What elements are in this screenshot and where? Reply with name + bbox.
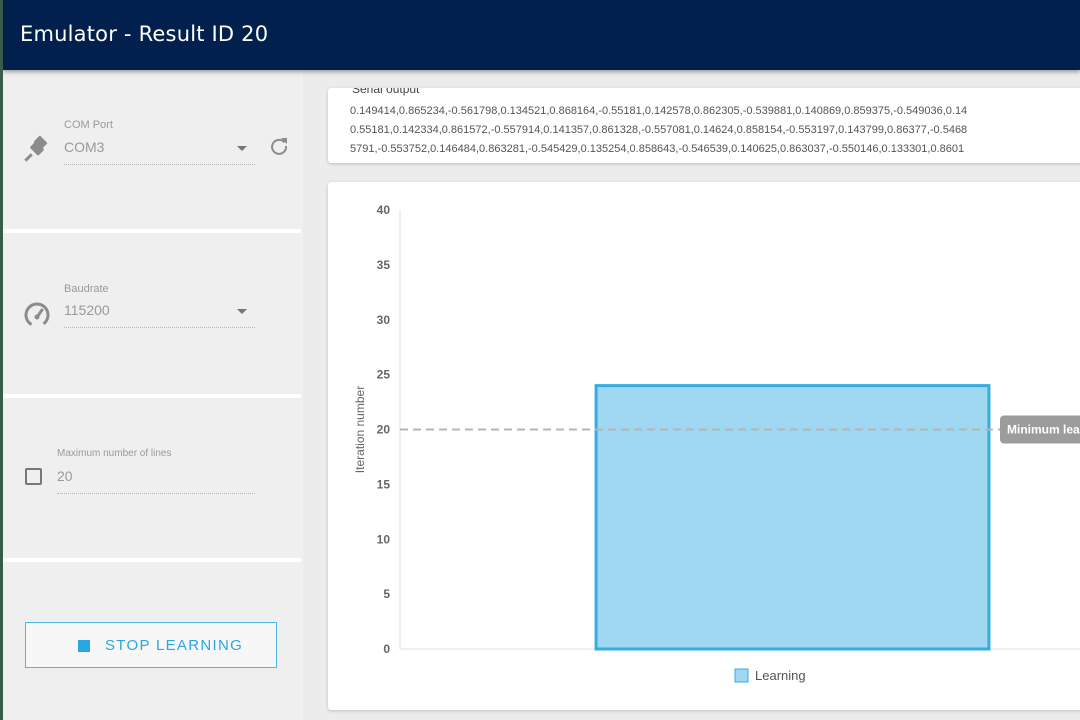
baudrate-label: Baudrate xyxy=(64,283,109,295)
reference-line-badge xyxy=(1000,415,1080,444)
com-port-underline xyxy=(64,164,255,165)
max-lines-checkbox[interactable] xyxy=(25,468,42,485)
window-title: Emulator - Result ID 20 xyxy=(20,22,269,46)
com-port-label: COM Port xyxy=(64,119,113,131)
baudrate-chevron-down-icon[interactable] xyxy=(237,309,247,314)
max-lines-input[interactable]: 20 xyxy=(57,468,73,484)
y-tick-label: 10 xyxy=(377,532,391,546)
y-tick-label: 20 xyxy=(377,423,391,437)
com-port-chevron-down-icon[interactable] xyxy=(237,146,247,151)
legend-swatch-learning xyxy=(734,668,749,683)
serial-output-label: Serial output xyxy=(350,88,422,96)
speedometer-icon xyxy=(24,302,50,328)
y-tick-label: 25 xyxy=(377,368,391,382)
usb-plug-icon xyxy=(24,135,48,162)
bar-learning xyxy=(594,384,991,651)
action-panel: STOP LEARNING xyxy=(3,562,301,720)
legend-label-learning: Learning xyxy=(755,668,806,683)
com-port-select[interactable]: COM3 xyxy=(64,139,105,155)
settings-sidebar: COM Port COM3 Baudrate 115200 Maximu xyxy=(3,70,303,720)
serial-output-line-1: 0.149414,0.865234,-0.561798,0.134521,0.8… xyxy=(350,105,968,117)
y-tick-label: 5 xyxy=(383,587,390,601)
baudrate-underline xyxy=(64,327,255,328)
max-lines-panel: Maximum number of lines 20 xyxy=(3,398,301,562)
y-axis-title: Iteration number xyxy=(353,386,367,473)
iteration-chart-card: 0 5 10 15 20 25 30 35 40 Iteration number Minimum … xyxy=(328,182,1080,710)
refresh-icon[interactable] xyxy=(269,136,289,156)
y-tick-label: 35 xyxy=(377,258,391,272)
com-port-panel: COM Port COM3 xyxy=(3,70,301,233)
max-lines-underline xyxy=(57,493,255,494)
title-bar: Emulator - Result ID 20 xyxy=(3,0,1080,70)
baudrate-select[interactable]: 115200 xyxy=(64,302,110,318)
serial-output-line-3: 5791,-0.553752,0.146484,0.863281,-0.5454… xyxy=(350,143,965,155)
stop-learning-label: STOP LEARNING xyxy=(105,637,244,654)
y-tick-label: 30 xyxy=(377,313,391,327)
max-lines-label: Maximum number of lines xyxy=(57,448,172,459)
stop-square-icon xyxy=(78,640,90,652)
baudrate-panel: Baudrate 115200 xyxy=(3,233,301,398)
emulator-window: Emulator - Result ID 20 COM Port COM3 xyxy=(3,0,1080,720)
y-tick-label: 40 xyxy=(377,203,391,217)
serial-output-box[interactable]: Serial output 0.149414,0.865234,-0.56179… xyxy=(328,88,1080,163)
y-tick-label: 0 xyxy=(383,642,390,656)
y-tick-label: 15 xyxy=(377,477,391,491)
stop-learning-button[interactable]: STOP LEARNING xyxy=(25,622,277,668)
reference-line-label: Minimum lea xyxy=(1007,423,1080,437)
serial-output-line-2: 0.55181,0.142334,0.861572,-0.557914,0.14… xyxy=(350,124,968,136)
iteration-bar-chart: 0 5 10 15 20 25 30 35 40 Iteration number Minimum … xyxy=(353,203,1080,683)
